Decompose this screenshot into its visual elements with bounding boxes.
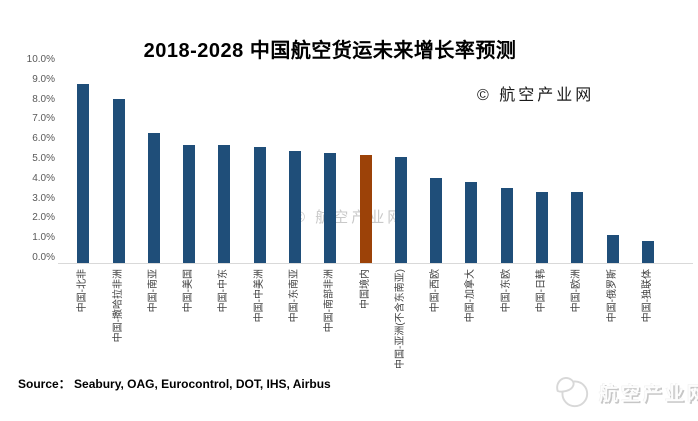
- x-axis-label: 中国-东南亚: [288, 269, 300, 323]
- x-axis-label: 中国-日韩: [535, 269, 547, 313]
- y-axis-tick-label: 7.0%: [32, 113, 55, 125]
- bar: [465, 181, 478, 263]
- x-axis-label: 中国-南部非洲: [324, 269, 336, 333]
- y-axis-tick-label: 0.0%: [32, 252, 55, 263]
- bar: [500, 187, 513, 263]
- source-note: Source： Seabury, OAG, Eurocontrol, DOT, …: [18, 377, 331, 391]
- x-axis-label: 中国-欧洲: [571, 269, 583, 313]
- x-axis-label: 中国-撒哈拉非洲: [112, 269, 124, 343]
- y-axis-tick-label: 1.0%: [32, 232, 55, 244]
- bar: [324, 153, 337, 263]
- bar: [641, 240, 654, 263]
- y-axis-tick-label: 10.0%: [26, 54, 55, 65]
- x-axis-label: 中国-俄罗斯: [606, 269, 618, 323]
- x-axis-line: [58, 263, 693, 264]
- y-axis-tick-label: 9.0%: [32, 73, 55, 85]
- y-axis-tick-label: 6.0%: [32, 133, 55, 145]
- bar: [394, 157, 407, 263]
- bar: [288, 151, 301, 263]
- bar: [147, 133, 160, 263]
- x-axis-label: 中国-中东: [218, 269, 230, 313]
- y-axis-tick-label: 2.0%: [32, 212, 55, 224]
- bar: [535, 191, 548, 263]
- logo-text: 航空产业网: [599, 384, 698, 405]
- y-axis-tick-label: 5.0%: [32, 153, 55, 164]
- bar: [571, 191, 584, 263]
- y-axis-tick-label: 3.0%: [32, 192, 55, 204]
- x-axis-label: 中国-亚洲(不含东南亚): [394, 269, 406, 369]
- bar: [183, 145, 196, 263]
- x-axis-label: 中国-西欧: [430, 269, 442, 313]
- bar-highlighted: [359, 155, 372, 263]
- bar: [218, 145, 231, 263]
- chart-watermark: © 航空产业网: [294, 209, 406, 226]
- bar: [430, 177, 443, 263]
- bar: [112, 98, 125, 263]
- x-axis-label: 中国-北非: [77, 269, 89, 313]
- site-logo: 航空产业网: [551, 370, 698, 415]
- x-axis-label: 中国境内: [359, 269, 371, 309]
- copyright-notice: © 航空产业网: [477, 87, 595, 104]
- bar: [606, 234, 619, 263]
- x-axis-label: 中国-加拿大: [465, 269, 477, 323]
- chart-title: 2018-2028 中国航空货运未来增长率预测: [143, 40, 517, 62]
- x-axis-label: 中国-美国: [183, 269, 195, 313]
- bar: [77, 84, 90, 263]
- x-axis-label: 中国-南亚: [147, 269, 159, 313]
- y-axis-tick-label: 8.0%: [32, 93, 55, 105]
- y-axis-tick-label: 4.0%: [32, 172, 55, 184]
- bar: [253, 147, 266, 263]
- logo-bird-icon: [551, 370, 591, 415]
- x-axis-label: 中国-中美洲: [253, 269, 265, 323]
- x-axis-label: 中国-独联体: [641, 269, 653, 323]
- x-axis-label: 中国-东欧: [500, 269, 512, 313]
